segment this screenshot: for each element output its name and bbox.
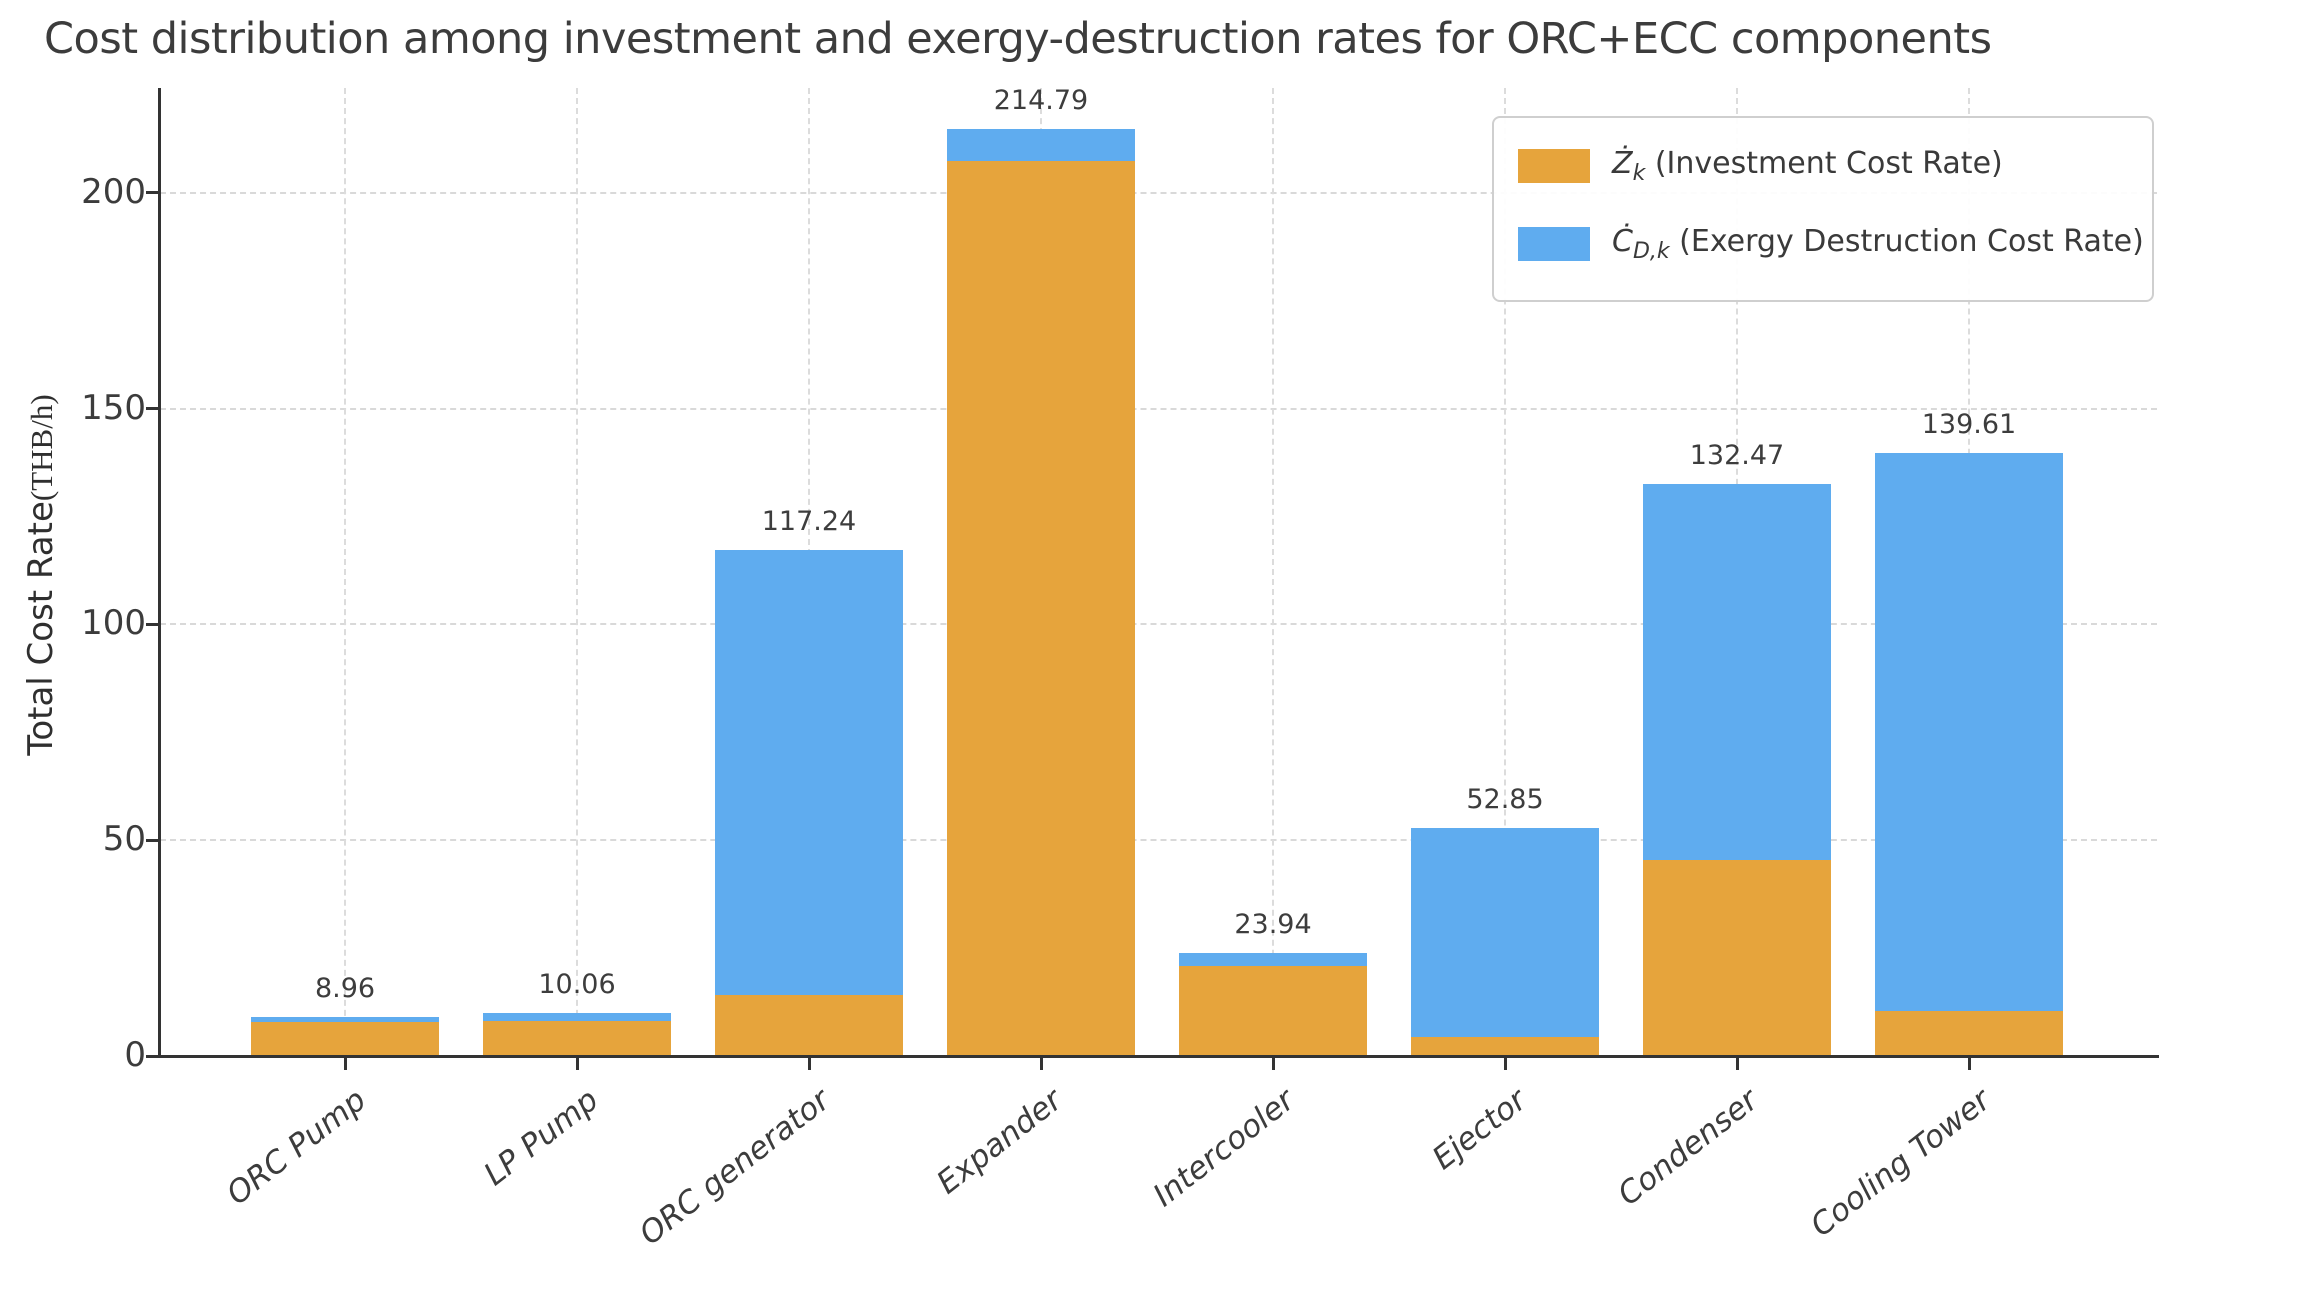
y-tick-mark xyxy=(146,838,160,842)
x-gridline xyxy=(1504,88,1506,1056)
y-tick-mark xyxy=(146,191,160,195)
x-tick-mark xyxy=(1039,1057,1043,1070)
x-tick-label-4: Intercooler xyxy=(1146,1082,1302,1214)
y-tick-mark xyxy=(146,407,160,411)
x-tick-mark xyxy=(1967,1057,1971,1070)
x-tick-label-3: Expander xyxy=(930,1082,1070,1202)
bar-total-label: 139.61 xyxy=(1921,409,2017,441)
x-tick-label-0: ORC Pump xyxy=(220,1082,374,1213)
bar-exergy-0 xyxy=(251,1017,439,1022)
y-tick-label: 200 xyxy=(81,171,146,212)
bar-investment-4 xyxy=(1179,965,1367,1056)
bar-total-label: 132.47 xyxy=(1689,440,1785,472)
x-tick-label-2: ORC generator xyxy=(633,1082,838,1253)
bar-total-label: 117.24 xyxy=(761,505,857,537)
bar-total-label: 8.96 xyxy=(314,973,376,1005)
bar-investment-1 xyxy=(483,1020,671,1056)
bar-total-label: 10.06 xyxy=(538,968,616,1000)
y-axis-label: Total Cost Rate(THB/h) xyxy=(21,394,61,755)
legend-entry-exergy-label: ĊD,k (Exergy Destruction Cost Rate) xyxy=(1612,224,2144,264)
legend-entry-investment-label: Żk (Investment Cost Rate) xyxy=(1612,146,2003,186)
bar-investment-5 xyxy=(1411,1037,1599,1056)
y-gridline xyxy=(160,839,2157,842)
y-gridline xyxy=(160,623,2157,626)
legend-entry-investment: Żk (Investment Cost Rate) xyxy=(1518,146,2003,186)
x-axis-spine xyxy=(158,1055,2159,1058)
y-tick-label: 150 xyxy=(81,387,146,428)
bar-exergy-5 xyxy=(1411,827,1599,1038)
bar-exergy-7 xyxy=(1875,453,2063,1011)
y-gridline xyxy=(160,407,2157,410)
bar-investment-6 xyxy=(1643,859,1831,1056)
x-tick-mark xyxy=(807,1057,811,1070)
y-axis-spine xyxy=(158,88,161,1058)
legend: Żk (Investment Cost Rate) ĊD,k (Exergy D… xyxy=(1492,116,2154,302)
x-gridline xyxy=(576,88,578,1056)
x-tick-label-6: Condenser xyxy=(1611,1082,1766,1213)
bar-exergy-3 xyxy=(947,128,1135,162)
y-tick-label: 0 xyxy=(124,1035,146,1075)
y-tick-mark xyxy=(146,1054,160,1058)
x-tick-mark xyxy=(575,1057,579,1070)
legend-entry-exergy: ĊD,k (Exergy Destruction Cost Rate) xyxy=(1518,224,2144,264)
investment-swatch xyxy=(1518,149,1590,183)
x-tick-mark xyxy=(1735,1057,1739,1070)
x-tick-label-5: Ejector xyxy=(1425,1082,1534,1177)
bar-exergy-6 xyxy=(1643,484,1831,860)
y-tick-label: 50 xyxy=(102,819,146,860)
bar-total-label: 52.85 xyxy=(1466,783,1544,815)
bar-investment-0 xyxy=(251,1021,439,1056)
y-tick-label: 100 xyxy=(81,603,146,644)
chart-title: Cost distribution among investment and e… xyxy=(44,14,1992,64)
bar-exergy-1 xyxy=(483,1012,671,1021)
y-tick-mark xyxy=(146,622,160,626)
x-tick-label-7: Cooling Tower xyxy=(1803,1082,1998,1245)
x-tick-mark xyxy=(1271,1057,1275,1070)
bar-exergy-2 xyxy=(715,549,903,995)
x-tick-mark xyxy=(343,1057,347,1070)
bar-exergy-4 xyxy=(1179,952,1367,966)
bar-total-label: 214.79 xyxy=(993,84,1089,116)
x-gridline xyxy=(344,88,346,1056)
bar-total-label: 23.94 xyxy=(1234,908,1312,940)
x-gridline xyxy=(1272,88,1274,1056)
bar-investment-3 xyxy=(947,161,1135,1056)
bar-investment-7 xyxy=(1875,1010,2063,1056)
bar-investment-2 xyxy=(715,994,903,1056)
y-gridline xyxy=(160,191,2157,194)
exergy-swatch xyxy=(1518,227,1590,261)
x-tick-mark xyxy=(1503,1057,1507,1070)
x-tick-label-1: LP Pump xyxy=(477,1082,606,1193)
